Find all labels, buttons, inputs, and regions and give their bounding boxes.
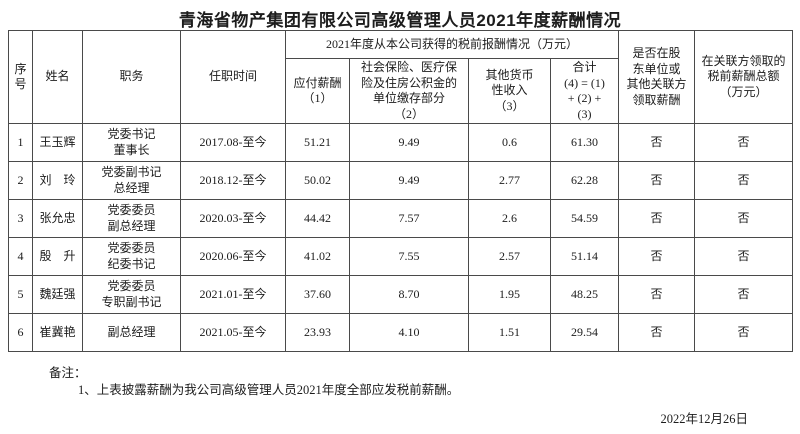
header-row-top: 序号 姓名 职务 任职时间 2021年度从本公司获得的税前报酬情况（万元） 是否… [8, 29, 794, 125]
cell-payable: 44.42 [285, 199, 350, 239]
cell-position: 党委委员 专职副书记 [82, 275, 181, 315]
col-header-payable: 应付薪酬 （1） [285, 57, 350, 125]
cell-name: 殷 升 [32, 237, 83, 277]
cell-index: 5 [8, 275, 33, 315]
table-row: 2 刘 玲 党委副书记 总经理 2018.12-至今 50.02 9.49 2.… [8, 161, 794, 201]
col-header-total: 合计 (4) = (1) + (2) + (3) [549, 57, 620, 125]
cell-tenure: 2021.01-至今 [180, 275, 286, 315]
col-header-name: 姓名 [32, 29, 83, 125]
cell-other: 2.77 [468, 161, 551, 201]
cell-index: 6 [8, 313, 33, 353]
document-date: 2022年12月26日 [660, 412, 748, 426]
cell-payable: 51.21 [285, 123, 350, 163]
cell-tenure: 2021.05-至今 [180, 313, 286, 353]
cell-name: 张允忠 [32, 199, 83, 239]
cell-social: 9.49 [349, 161, 469, 201]
cell-total: 48.25 [549, 275, 620, 315]
col-header-index: 序号 [8, 29, 33, 125]
cell-index: 4 [8, 237, 33, 277]
cell-name: 魏廷强 [32, 275, 83, 315]
cell-total: 61.30 [549, 123, 620, 163]
cell-shareholder: 否 [618, 275, 696, 315]
cell-position: 党委委员 副总经理 [82, 199, 181, 239]
cell-shareholder: 否 [618, 199, 696, 239]
cell-tenure: 2020.06-至今 [180, 237, 286, 277]
cell-related: 否 [694, 275, 794, 315]
cell-total: 51.14 [549, 237, 620, 277]
cell-social: 4.10 [349, 313, 469, 353]
cell-index: 1 [8, 123, 33, 163]
cell-position: 党委副书记 总经理 [82, 161, 181, 201]
cell-index: 2 [8, 161, 33, 201]
cell-shareholder: 否 [618, 161, 696, 201]
notes-section: 备注： 1、上表披露薪酬为我公司高级管理人员2021年度全部应发税前薪酬。 [0, 365, 800, 399]
cell-social: 7.57 [349, 199, 469, 239]
cell-shareholder: 否 [618, 313, 696, 353]
cell-position: 党委委员 纪委书记 [82, 237, 181, 277]
cell-other: 2.57 [468, 237, 551, 277]
col-header-other: 其他货币 性收入 （3） [468, 57, 551, 125]
cell-related: 否 [694, 199, 794, 239]
col-header-compensation-group: 2021年度从本公司获得的税前报酬情况（万元） [284, 30, 620, 59]
cell-social: 9.49 [349, 123, 469, 163]
cell-tenure: 2017.08-至今 [180, 123, 286, 163]
cell-other: 1.95 [468, 275, 551, 315]
col-header-position: 职务 [82, 29, 181, 125]
cell-related: 否 [694, 123, 794, 163]
cell-payable: 23.93 [285, 313, 350, 353]
note-item: 1、上表披露薪酬为我公司高级管理人员2021年度全部应发税前薪酬。 [78, 382, 460, 397]
col-header-tenure: 任职时间 [180, 29, 286, 125]
col-header-social: 社会保险、医疗保 险及住房公积金的 单位缴存部分 （2） [349, 57, 469, 125]
header-row-sub: 应付薪酬 （1） 社会保险、医疗保 险及住房公积金的 单位缴存部分 （2） 其他… [9, 57, 793, 125]
cell-name: 王玉辉 [32, 123, 83, 163]
cell-total: 29.54 [549, 313, 620, 353]
cell-total: 54.59 [549, 199, 620, 239]
cell-social: 7.55 [349, 237, 469, 277]
cell-index: 3 [8, 199, 33, 239]
table-row: 1 王玉辉 党委书记 董事长 2017.08-至今 51.21 9.49 0.6… [8, 123, 794, 163]
table-row: 6 崔冀艳 副总经理 2021.05-至今 23.93 4.10 1.51 29… [8, 313, 794, 353]
cell-payable: 50.02 [285, 161, 350, 201]
table-row: 5 魏廷强 党委委员 专职副书记 2021.01-至今 37.60 8.70 1… [8, 275, 794, 315]
cell-other: 2.6 [468, 199, 551, 239]
cell-other: 0.6 [468, 123, 551, 163]
cell-payable: 41.02 [285, 237, 350, 277]
col-header-related: 在关联方领取的 税前薪酬总额 （万元） [694, 29, 794, 125]
cell-payable: 37.60 [285, 275, 350, 315]
salary-table: 序号 姓名 职务 任职时间 2021年度从本公司获得的税前报酬情况（万元） 是否… [8, 29, 794, 353]
cell-name: 刘 玲 [32, 161, 83, 201]
notes-label: 备注： [49, 366, 87, 380]
table-row: 4 殷 升 党委委员 纪委书记 2020.06-至今 41.02 7.55 2.… [8, 237, 794, 277]
cell-position: 党委书记 董事长 [82, 123, 181, 163]
cell-other: 1.51 [468, 313, 551, 353]
cell-name: 崔冀艳 [32, 313, 83, 353]
cell-shareholder: 否 [618, 123, 696, 163]
table-row: 3 张允忠 党委委员 副总经理 2020.03-至今 44.42 7.57 2.… [8, 199, 794, 239]
page-title: 青海省物产集团有限公司高级管理人员2021年度薪酬情况 [178, 11, 622, 30]
cell-shareholder: 否 [618, 237, 696, 277]
cell-position: 副总经理 [82, 313, 181, 353]
cell-total: 62.28 [549, 161, 620, 201]
cell-related: 否 [694, 237, 794, 277]
cell-related: 否 [694, 161, 794, 201]
cell-tenure: 2018.12-至今 [180, 161, 286, 201]
cell-tenure: 2020.03-至今 [180, 199, 286, 239]
cell-related: 否 [694, 313, 794, 353]
col-header-shareholder: 是否在股 东单位或 其他关联方 领取薪酬 [618, 29, 696, 125]
cell-social: 8.70 [349, 275, 469, 315]
